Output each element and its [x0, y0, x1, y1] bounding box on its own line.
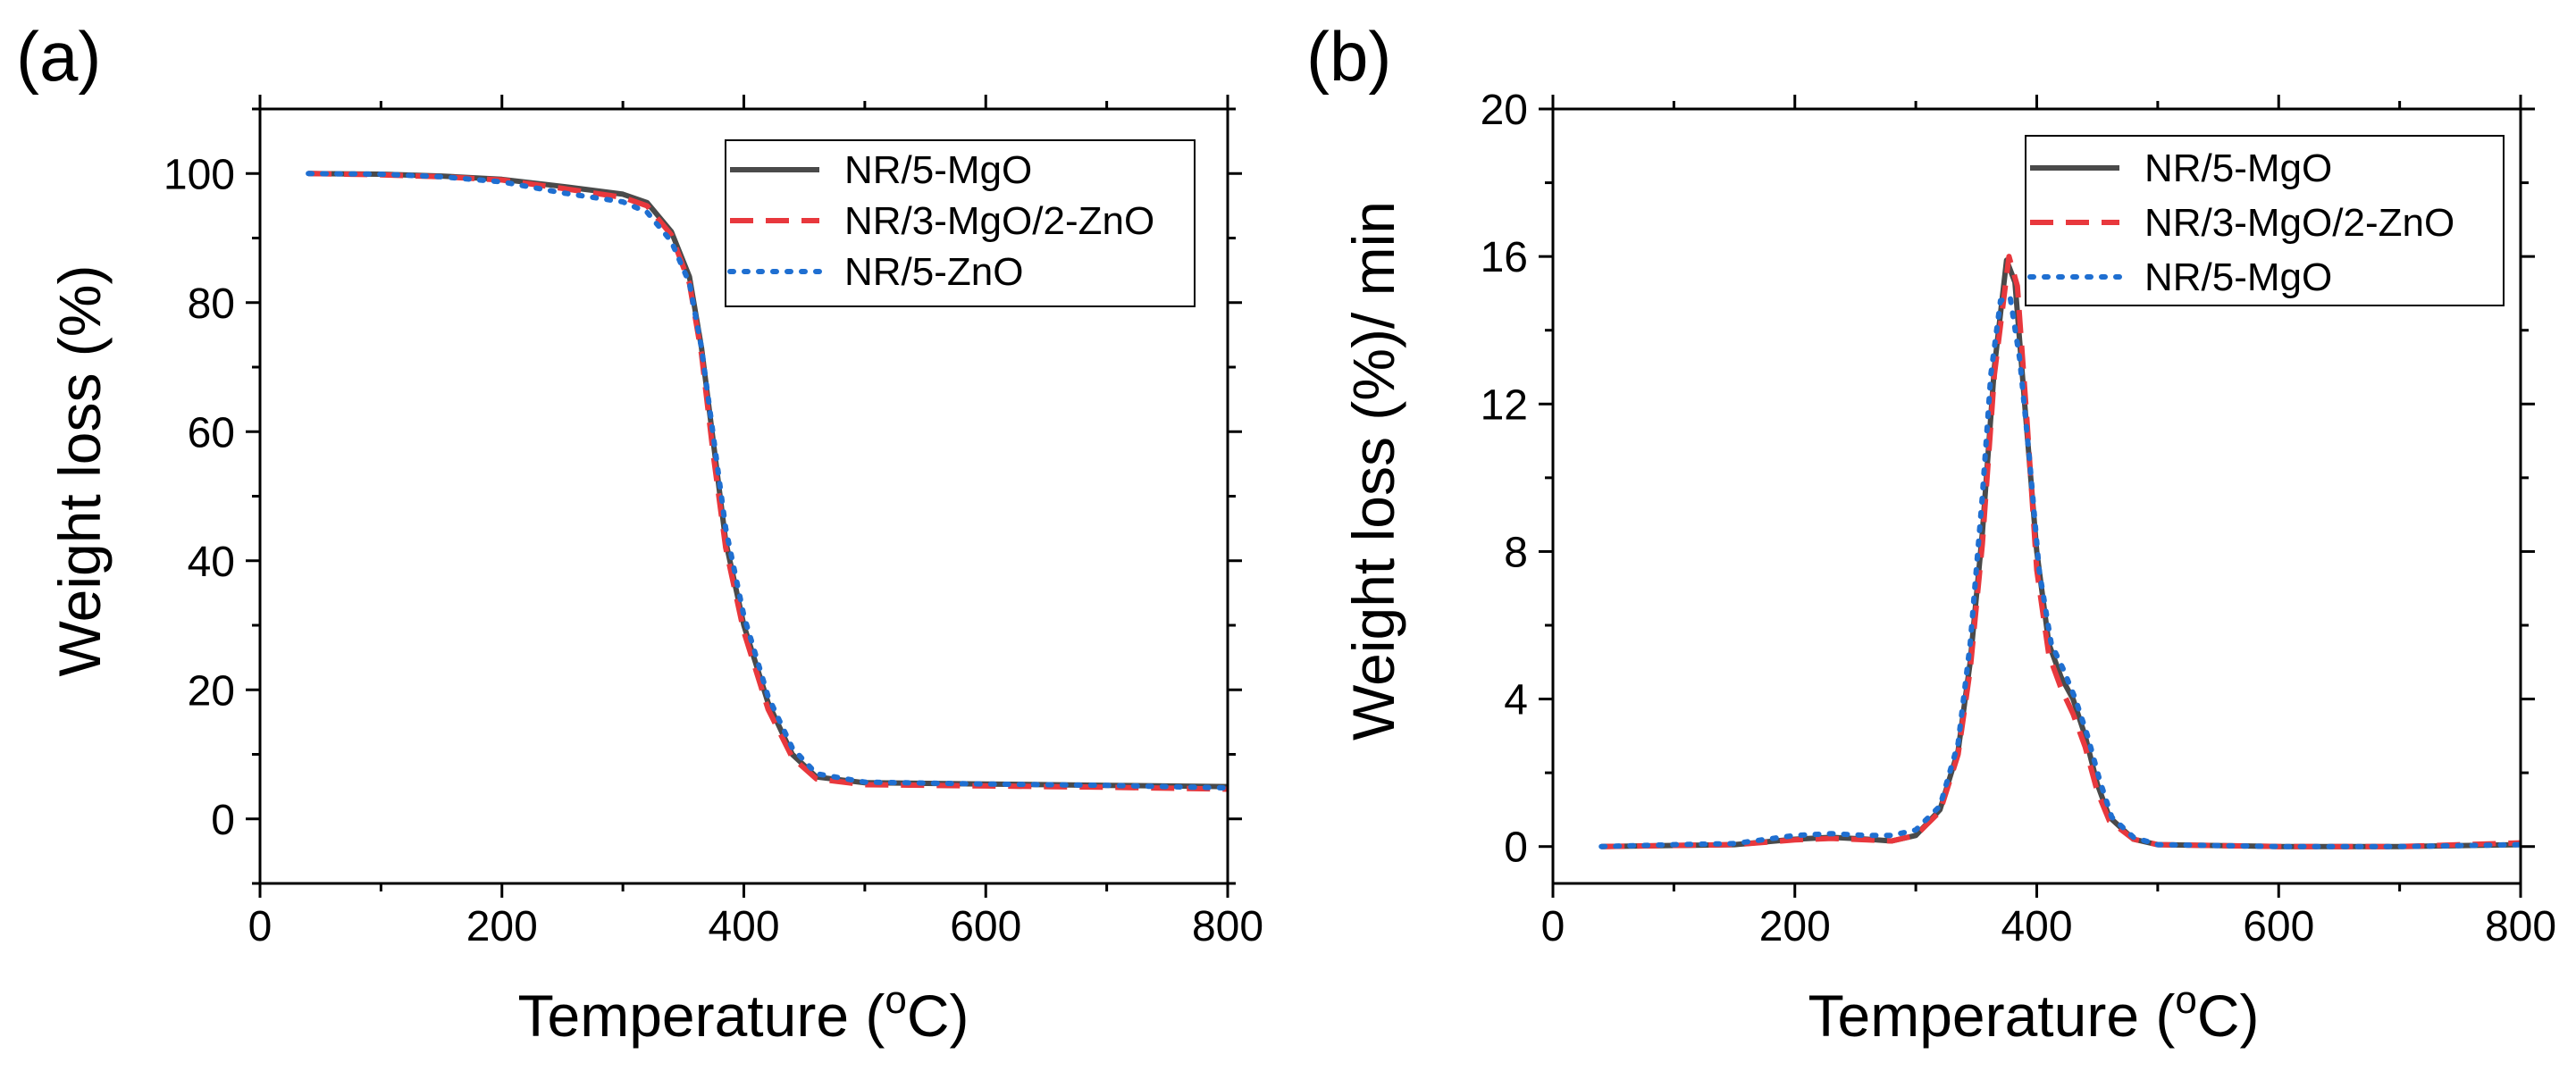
legend-label-1: NR/5-MgO: [844, 148, 1032, 192]
series-line-3: [1598, 294, 2523, 849]
y-tick-label: 80: [188, 280, 235, 328]
x-tick-label: 200: [466, 903, 538, 950]
y-tick-label: 20: [1481, 87, 1528, 134]
plot-area-b: [1598, 254, 2523, 849]
x-tick-label: 600: [950, 903, 1021, 950]
x-axis-title-a: Temperature (oC): [518, 978, 969, 1049]
y-tick-label: 12: [1481, 381, 1528, 429]
legend-b: NR/5-MgO NR/3-MgO/2-ZnO NR/5-MgO: [2025, 135, 2505, 306]
y-tick-label: 0: [211, 797, 235, 844]
legend-label-3: NR/5-MgO: [2144, 255, 2332, 299]
y-tick-label: 20: [188, 667, 235, 715]
x-tick-label: 800: [1192, 903, 1263, 950]
y-tick-label: 100: [164, 151, 235, 198]
panel-b-label: (b): [1306, 17, 1391, 96]
series-line-2: [1601, 254, 2521, 849]
x-tick-label: 600: [2243, 903, 2314, 950]
legend-label-2: NR/3-MgO/2-ZnO: [844, 199, 1154, 243]
ticks-b: 0 200 400 600 800 0 4 8 12 16 20: [1481, 87, 2556, 950]
y-axis-title-a: Weight loss (%): [46, 265, 113, 677]
x-tick-label: 800: [2485, 903, 2556, 950]
panel-a-label: (a): [16, 17, 101, 96]
series-line-3: [306, 171, 1230, 791]
legend-label-2: NR/3-MgO/2-ZnO: [2144, 201, 2454, 245]
y-tick-label: 16: [1481, 234, 1528, 281]
y-tick-label: 60: [188, 409, 235, 456]
plot-area-a: [306, 171, 1230, 792]
x-tick-label: 0: [248, 903, 273, 950]
x-tick-label: 400: [708, 903, 779, 950]
x-tick-label: 200: [1759, 903, 1831, 950]
y-axis-title-b: Weight loss (%)/ min: [1340, 201, 1406, 740]
y-tick-label: 0: [1504, 824, 1528, 872]
panel-a: (a) 0 200 400 600 800 0 20 40 60 80 100 Temperatur…: [16, 17, 1263, 1049]
ticks-a: 0 200 400 600 800 0 20 40 60 80 100: [164, 95, 1263, 950]
y-tick-label: 40: [188, 539, 235, 586]
legend-label-1: NR/5-MgO: [2144, 146, 2332, 190]
x-tick-label: 400: [2001, 903, 2072, 950]
x-tick-label: 0: [1541, 903, 1565, 950]
x-axis-title-b: Temperature (oC): [1808, 978, 2260, 1049]
series-line-1: [1601, 257, 2521, 849]
legend-label-3: NR/5-ZnO: [844, 250, 1023, 294]
series-line-2: [308, 171, 1229, 792]
y-tick-label: 4: [1504, 677, 1528, 724]
legend-a: NR/5-MgO NR/3-MgO/2-ZnO NR/5-ZnO: [725, 139, 1196, 307]
panel-b: (b) 0 200 400 600 800 0 4 8 12 16 20 Temperature (…: [1306, 17, 2556, 1049]
y-tick-label: 8: [1504, 529, 1528, 576]
